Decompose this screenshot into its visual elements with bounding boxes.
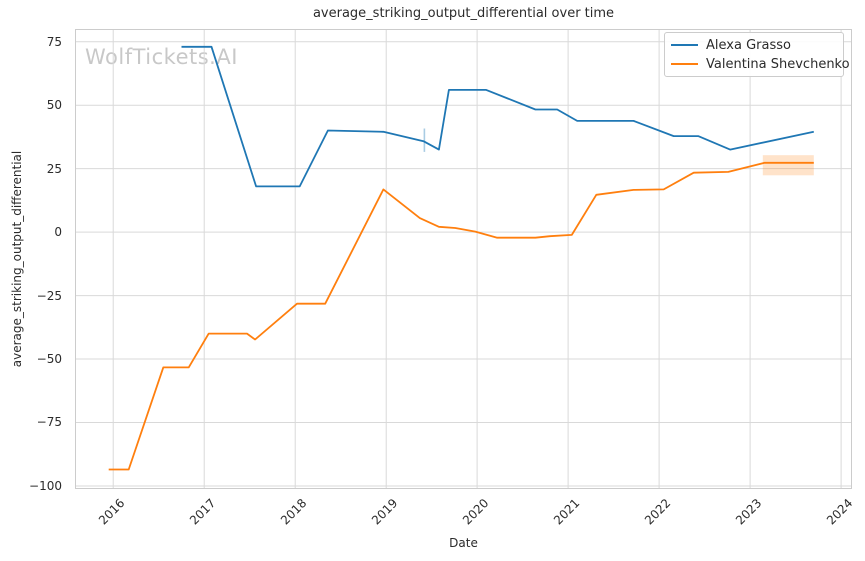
y-axis-label: average_striking_output_differential xyxy=(10,150,24,368)
y-tick-label: 25 xyxy=(46,161,62,176)
legend-entry: Valentina Shevchenko xyxy=(671,57,850,72)
legend: Alexa Grasso Valentina Shevchenko xyxy=(664,32,850,77)
plot-border xyxy=(75,29,852,489)
y-tick-label: 50 xyxy=(46,98,62,113)
series-line-valentina-shevchenko xyxy=(108,161,814,471)
y-tick-label: −100 xyxy=(29,478,62,493)
y-tick-label: 75 xyxy=(46,34,62,49)
legend-label: Valentina Shevchenko xyxy=(706,56,850,72)
y-tick-label: 0 xyxy=(54,225,62,240)
y-tick-label: −25 xyxy=(36,288,62,303)
y-tick-label: −50 xyxy=(36,352,62,367)
legend-line-swatch xyxy=(671,44,698,46)
series-line-alexa-grasso xyxy=(181,45,814,188)
y-tick-label: −75 xyxy=(36,415,62,430)
x-axis-label: Date xyxy=(449,536,478,550)
legend-entry: Alexa Grasso xyxy=(671,38,835,53)
chart-title: average_striking_output_differential ove… xyxy=(312,6,615,21)
confidence-band xyxy=(762,155,814,176)
legend-label: Alexa Grasso xyxy=(706,37,791,53)
legend-line-swatch xyxy=(671,63,698,65)
plot-area xyxy=(75,29,852,489)
